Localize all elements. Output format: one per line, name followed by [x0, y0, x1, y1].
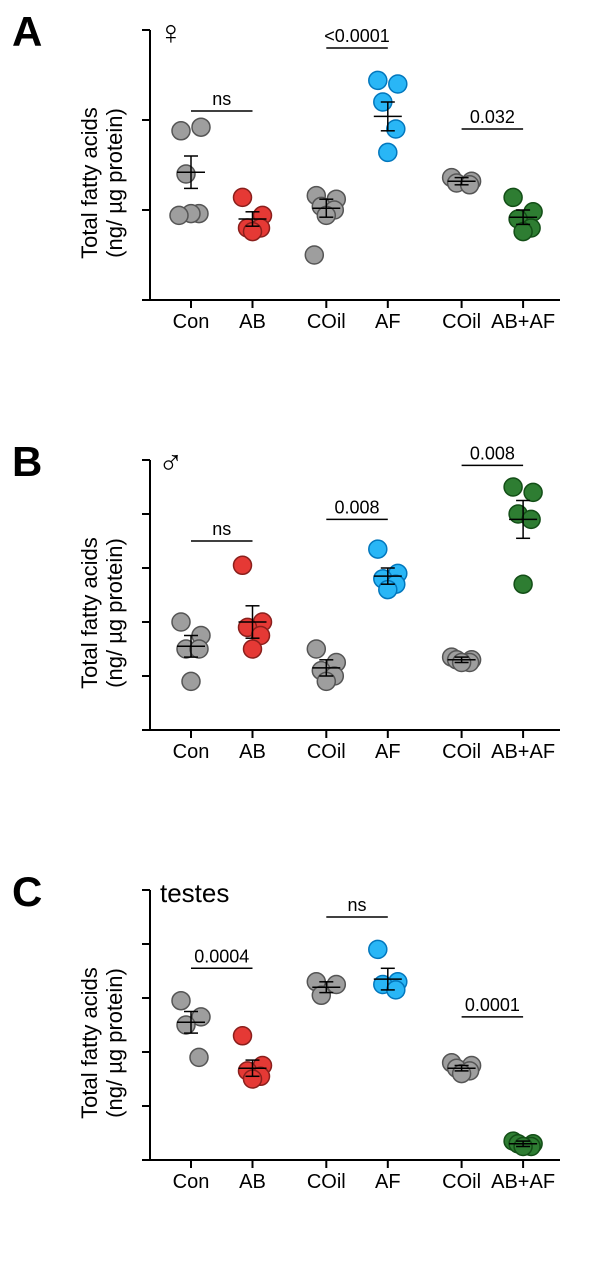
- svg-text:COil: COil: [307, 1171, 346, 1193]
- svg-text:AB: AB: [239, 741, 266, 763]
- svg-text:AB: AB: [239, 1171, 266, 1193]
- svg-text:AF: AF: [375, 741, 401, 763]
- svg-text:AF: AF: [375, 311, 401, 333]
- panel-c-plot: 0246810ConABCOilAFCOilAB+AF0.0004ns0.000…: [140, 860, 580, 1230]
- svg-text:AF: AF: [375, 1171, 401, 1193]
- svg-text:COil: COil: [307, 741, 346, 763]
- svg-text:Con: Con: [173, 741, 210, 763]
- panel-a-ylabel-2: (ng/ µg protein): [102, 83, 128, 283]
- svg-text:AB: AB: [239, 311, 266, 333]
- svg-text:COil: COil: [442, 741, 481, 763]
- panel-b-ylabel-1: Total fatty acids: [77, 513, 103, 713]
- panel-c-ylabel-2: (ng/ µg protein): [102, 943, 128, 1143]
- svg-text:0.008: 0.008: [470, 443, 515, 463]
- svg-text:ns: ns: [212, 89, 231, 109]
- svg-text:COil: COil: [442, 1171, 481, 1193]
- svg-text:AB+AF: AB+AF: [491, 741, 555, 763]
- panel-a-ylabel-1: Total fatty acids: [77, 83, 103, 283]
- svg-text:AB+AF: AB+AF: [491, 311, 555, 333]
- panel-c-label: C: [12, 868, 42, 916]
- panel-b-ylabel-2: (ng/ µg protein): [102, 513, 128, 713]
- svg-text:0.0001: 0.0001: [465, 995, 520, 1015]
- svg-text:ns: ns: [212, 519, 231, 539]
- svg-text:ns: ns: [348, 895, 367, 915]
- svg-text:Con: Con: [173, 1171, 210, 1193]
- panel-b-plot: 020406080100ConABCOilAFCOilAB+AFns0.0080…: [140, 430, 580, 800]
- svg-text:0.0004: 0.0004: [194, 946, 249, 966]
- panel-b-label: B: [12, 438, 42, 486]
- svg-text:Con: Con: [173, 311, 210, 333]
- panel-a-plot: 050100150ConABCOilAFCOilAB+AFns<0.00010.…: [140, 0, 580, 370]
- figure: A ♀ Total fatty acids (ng/ µg protein) 0…: [0, 0, 596, 1280]
- svg-text:0.008: 0.008: [335, 497, 380, 517]
- svg-text:<0.0001: <0.0001: [324, 26, 390, 46]
- panel-c-ylabel-1: Total fatty acids: [77, 943, 103, 1143]
- svg-text:0.032: 0.032: [470, 107, 515, 127]
- svg-text:COil: COil: [307, 311, 346, 333]
- svg-text:COil: COil: [442, 311, 481, 333]
- svg-text:AB+AF: AB+AF: [491, 1171, 555, 1193]
- panel-a-label: A: [12, 8, 42, 56]
